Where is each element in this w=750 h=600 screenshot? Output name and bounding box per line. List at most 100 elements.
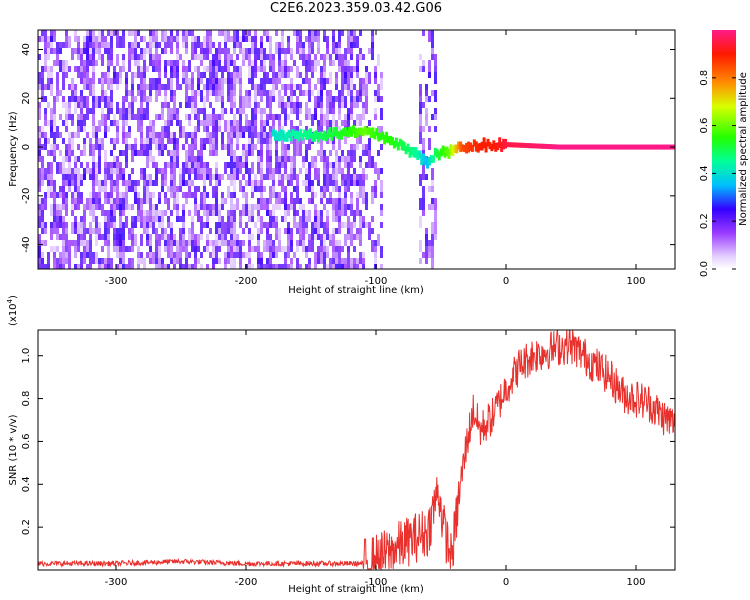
spectrogram-cell [137,60,140,66]
ridge-point [636,144,640,150]
spectrogram-cell [188,144,191,156]
spectrogram-cell [176,30,179,36]
spectrogram-cell [74,48,77,54]
spectrogram-cell [275,234,278,240]
spectrogram-cell [344,210,347,216]
spectrogram-cell [242,240,245,246]
spectrogram-cell [326,168,329,180]
spectrogram-cell [329,108,332,114]
spectrogram-cell [155,240,158,252]
spectrogram-cell [326,108,329,114]
spectrogram-cell [431,186,434,192]
spectrogram-cell [302,180,305,186]
spectrogram-cell [380,108,383,120]
spectrogram-cell [278,102,281,108]
spectrogram-cell [305,174,308,180]
spectrogram-cell [221,102,224,108]
x-tick-label: 100 [626,577,645,588]
spectrogram-cell [347,174,350,180]
spectrogram-cell [68,84,71,90]
spectrogram-cell [275,246,278,252]
spectrogram-cell [290,198,293,204]
spectrogram-cell [428,96,431,102]
spectrogram-cell [317,150,320,156]
spectrogram-cell [308,264,311,269]
y-tick-label: -40 [21,236,32,252]
spectrogram-cell [53,36,56,42]
spectrogram-cell [260,198,263,210]
spectrogram-cell [191,180,194,186]
ridge-point [338,131,342,140]
spectrogram-cell [215,222,218,234]
spectrogram-cell [185,72,188,84]
spectrogram-cell [227,240,230,246]
spectrogram-cell [245,126,248,132]
spectrogram-cell [203,222,206,228]
spectrogram-cell [92,228,95,234]
spectrogram-cell [182,168,185,174]
spectrogram-cell [188,264,191,269]
spectrogram-cell [146,42,149,48]
ridge-point [332,127,336,137]
spectrogram-cell [107,264,110,269]
spectrogram-cell [419,66,422,72]
spectrogram-cell [137,54,140,60]
spectrogram-cell [98,198,101,204]
spectrogram-cell [143,138,146,144]
spectrogram-cell [119,36,122,48]
spectrogram-cell [50,42,53,48]
spectrogram-cell [74,264,77,269]
spectrogram-cell [227,54,230,60]
spectrogram-cell [203,204,206,210]
spectrogram-cell [173,198,176,204]
spectrogram-cell [194,168,197,174]
spectrogram-cell [350,114,353,120]
spectrogram-cell [356,264,359,269]
spectrogram-cell [257,240,260,246]
ridge-point [408,146,412,158]
spectrogram-cell [263,138,266,144]
spectrogram-cell [419,126,422,132]
spectrogram-cell [299,90,302,96]
spectrogram-cell [155,132,158,138]
spectrogram-cell [254,174,257,180]
spectrogram-cell [266,114,269,120]
spectrogram-cell [110,102,113,108]
spectrogram-cell [338,162,341,174]
spectrogram-cell [59,264,62,269]
spectrogram-cell [233,48,236,54]
spectrogram-cell [83,144,86,156]
spectrogram-cell [116,72,119,84]
ridge-point [527,143,531,149]
spectrogram-cell [233,102,236,108]
spectrogram-cell [140,204,143,210]
spectrogram-cell [140,72,143,78]
spectrogram-cell [341,102,344,108]
spectrogram-cell [140,90,143,102]
spectrogram-cell [143,36,146,42]
spectrogram-cell [323,252,326,264]
ridge-layer [272,125,675,169]
spectrogram-cell [233,222,236,234]
spectrogram-cell [326,156,329,162]
spectrogram-cell [323,264,326,269]
spectrogram-cell [365,198,368,204]
spectrogram-cell [104,162,107,168]
spectrogram-cell [233,246,236,252]
spectrogram-cell [179,186,182,192]
spectrogram-cell [59,60,62,72]
spectrogram-cell [134,30,137,42]
spectrogram-cell [74,108,77,114]
spectrogram-cell [203,120,206,126]
spectrogram-cell [350,180,353,186]
spectrogram-cell [311,30,314,42]
spectrogram-cell [203,72,206,78]
spectrogram-cell [434,126,437,132]
spectrogram-cell [113,78,116,84]
spectrogram-cell [296,210,299,216]
spectrogram-cell [338,216,341,222]
spectrogram-cell [365,192,368,198]
spectrogram-cell [314,66,317,72]
spectrogram-cell [209,102,212,108]
spectrogram-cell [65,180,68,186]
